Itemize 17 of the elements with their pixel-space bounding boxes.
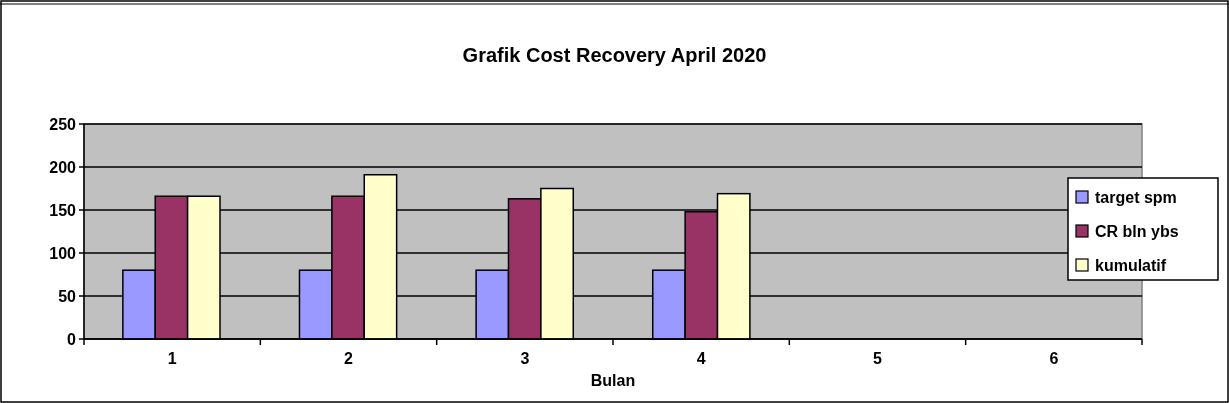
legend-label: CR bln ybs	[1095, 222, 1179, 240]
y-tick-label: 0	[67, 330, 77, 348]
legend-label: target spm	[1095, 188, 1177, 206]
x-tick-label: 3	[520, 350, 530, 367]
legend-label: kumulatif	[1095, 256, 1167, 274]
x-tick-label: 4	[696, 350, 706, 367]
y-tick-label: 200	[49, 158, 77, 176]
x-axis-title: Bulan	[590, 372, 636, 389]
x-tick-label: 5	[873, 350, 883, 367]
x-tick-label: 6	[1049, 350, 1059, 367]
y-tick-label: 100	[49, 244, 77, 262]
x-tick-label: 2	[344, 350, 354, 367]
chart-title: Grafik Cost Recovery April 2020	[462, 44, 767, 66]
y-tick-label: 50	[58, 287, 77, 305]
y-tick-label: 250	[49, 115, 77, 133]
x-tick-label: 1	[167, 350, 177, 367]
y-tick-label: 150	[49, 201, 77, 219]
